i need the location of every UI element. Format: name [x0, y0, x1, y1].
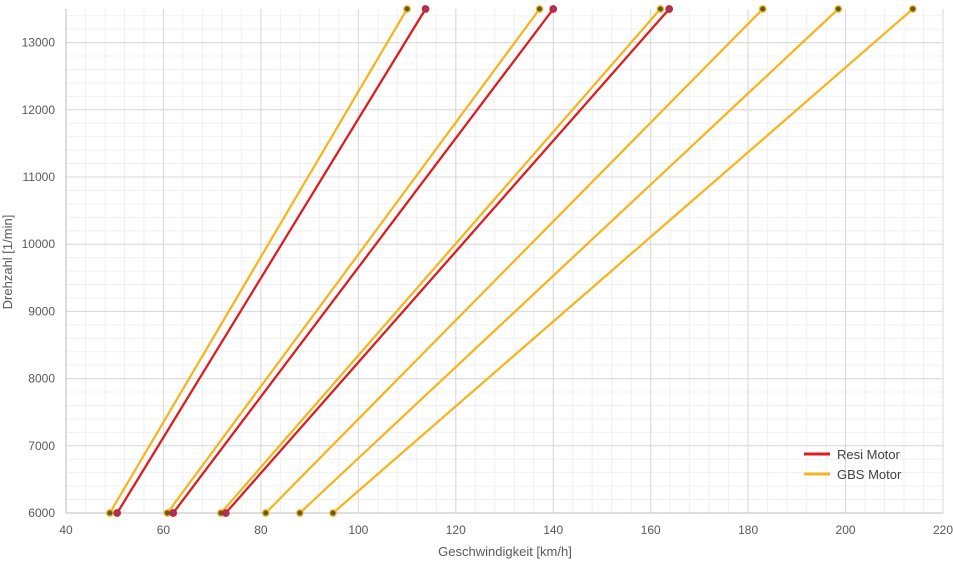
- x-tick-label: 140: [543, 523, 563, 537]
- x-tick-label: 120: [446, 523, 466, 537]
- series-line-gbs: [298, 7, 840, 515]
- series-line-gbs: [108, 7, 409, 515]
- data-point-gbs: [535, 5, 544, 13]
- legend-label-gbs: GBS Motor: [837, 467, 902, 482]
- legend-label-resi: Resi Motor: [837, 447, 901, 462]
- x-tick-label: 60: [157, 523, 171, 537]
- data-point-gbs: [261, 509, 270, 517]
- x-tick-labels: 40 60 80 100 120 140 160 180 200 220: [59, 523, 953, 537]
- y-tick-label: 12000: [22, 103, 56, 117]
- y-tick-label: 8000: [28, 372, 55, 386]
- y-tick-label: 10000: [22, 237, 56, 251]
- series-line-gbs: [219, 7, 662, 515]
- axes: [65, 9, 943, 514]
- y-tick-label: 11000: [23, 170, 56, 184]
- minor-gridlines: [65, 9, 944, 514]
- data-point-resi: [665, 5, 674, 13]
- x-tick-label: 200: [836, 523, 856, 537]
- x-axis-title: Geschwindigkeit [km/h]: [438, 544, 572, 559]
- y-tick-label: 9000: [28, 304, 55, 318]
- data-point-resi: [421, 5, 430, 13]
- x-tick-label: 160: [641, 523, 661, 537]
- series-line-resi: [172, 7, 555, 515]
- y-tick-label: 6000: [28, 506, 55, 520]
- series-line-resi: [116, 7, 427, 515]
- y-tick-label: 13000: [22, 36, 56, 50]
- y-axis-title: Drehzahl [1/min]: [0, 215, 15, 310]
- series-line-gbs: [264, 7, 764, 515]
- series-line-resi: [224, 7, 671, 515]
- y-tick-labels: 6000 7000 8000 9000 10000 11000 12000 13000: [22, 36, 56, 520]
- data-point-gbs: [758, 5, 767, 13]
- data-point-gbs: [834, 5, 843, 13]
- data-point-gbs: [296, 509, 304, 517]
- data-point-gbs: [329, 509, 337, 517]
- data-point-gbs: [106, 509, 114, 517]
- data-point-gbs: [403, 5, 411, 13]
- y-tick-label: 7000: [28, 439, 55, 453]
- x-tick-label: 40: [59, 523, 73, 537]
- legend: Resi Motor GBS Motor: [804, 447, 902, 482]
- data-point-resi: [113, 509, 122, 517]
- data-point-gbs: [908, 5, 917, 13]
- series-line-gbs: [166, 7, 541, 515]
- series-markers: [106, 5, 917, 517]
- x-tick-label: 80: [254, 523, 268, 537]
- data-point-resi: [549, 5, 558, 13]
- x-tick-label: 100: [348, 523, 368, 537]
- data-point-resi: [221, 509, 230, 517]
- major-gridlines: [65, 9, 944, 514]
- x-tick-label: 220: [933, 523, 953, 537]
- data-point-gbs: [656, 5, 665, 13]
- series-line-gbs: [331, 7, 914, 515]
- x-tick-label: 180: [738, 523, 758, 537]
- data-point-resi: [169, 509, 178, 517]
- series-lines: [108, 7, 914, 515]
